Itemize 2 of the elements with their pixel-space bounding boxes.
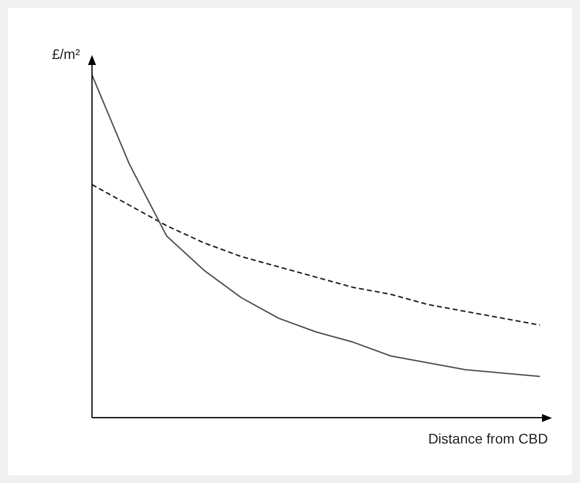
y-axis-title: £/m² — [52, 46, 80, 62]
x-axis-title: Distance from CBD — [428, 430, 548, 446]
